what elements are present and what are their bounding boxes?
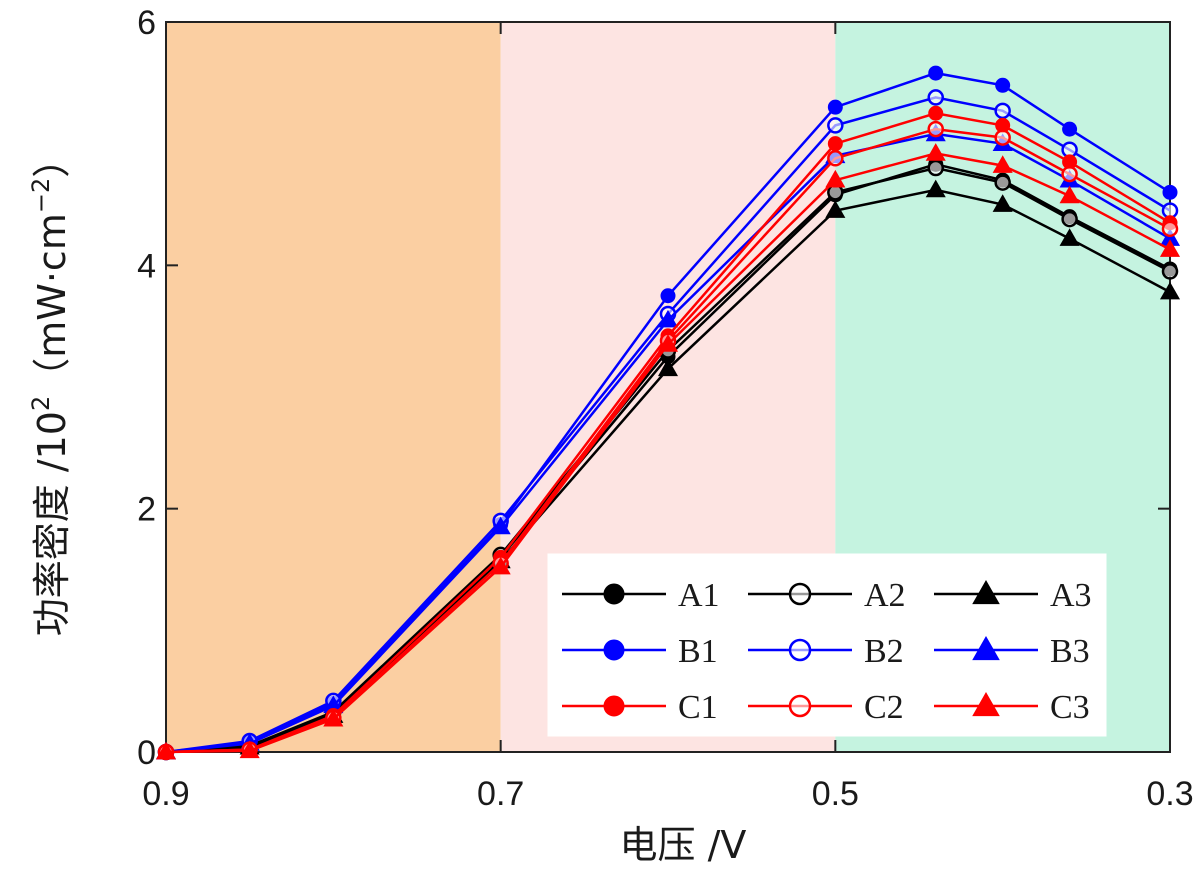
data-point-c2 [1061,165,1078,183]
legend-item-b1: B1 [562,633,718,670]
x-axis-title: 电压 /V [620,823,747,867]
data-point-c3 [155,741,177,760]
series-line-b2 [165,96,1171,754]
legend-item-c1: C1 [562,689,718,726]
legend-label: B1 [678,633,718,670]
data-point-a3 [1159,281,1181,300]
y-axis-title-unit-exp: −2 [27,178,55,213]
legend: A1 A2 A3 B1 B2 B3 C1 C2 C3 [547,553,1107,737]
x-tick-label: 0.9 [142,775,189,813]
data-point-a3 [1059,228,1080,246]
y-axis-title-close: ） [30,140,74,178]
data-point-c2 [927,120,944,138]
data-point-b1 [928,65,944,81]
plot-frame [165,21,1171,753]
legend-marker [972,635,1000,661]
data-point-c3 [1059,185,1080,204]
series-line-b1 [165,71,1171,754]
plot-frame-border [165,21,1171,753]
legend-label: A1 [678,577,720,614]
legend-label: C2 [864,689,904,726]
legend-label: B2 [864,633,904,670]
legend-item-b2: B2 [748,633,904,670]
data-point-a2 [1161,263,1179,280]
data-point-c3 [1159,239,1181,257]
data-point-a2 [994,174,1011,191]
data-point-b1 [995,77,1011,93]
x-tick-label: 0.3 [1146,775,1193,813]
legend-item-c2: C2 [748,689,904,726]
y-tick-label: 0 [137,734,156,772]
y-tick-label: 4 [137,247,156,285]
data-point-a3 [657,358,679,377]
data-point-a2 [1061,210,1078,228]
data-point-c1 [827,136,843,152]
data-point-a3 [825,200,846,218]
legend-marker [603,583,625,605]
legend-label: C3 [1050,689,1090,726]
data-point-c3 [323,708,344,727]
legend-item-c3: C3 [934,689,1090,726]
legend-marker [788,638,812,662]
data-point-b1 [1062,121,1078,137]
y-axis-title-unit: （mW·cm [30,213,74,396]
tick-labels: 0.9 0.7 0.5 0.3 0 2 4 6 [137,4,1194,813]
legend-label: A2 [864,577,906,614]
data-point-a2 [927,159,944,177]
data-point-c2 [827,150,844,167]
x-tick-label: 0.7 [477,775,524,813]
legend-item-a1: A1 [562,577,720,614]
legend-label: C1 [678,689,718,726]
data-point-a3 [992,194,1013,212]
y-axis-title: 功率密度 /102（mW·cm−2） [27,140,74,637]
data-point-a3 [925,179,946,198]
legend-marker [788,694,812,718]
legend-label: B3 [1050,633,1090,670]
y-axis-title-exp: 2 [27,396,55,411]
data-point-c3 [490,556,511,575]
legend-label: A3 [1050,577,1092,614]
data-point-c2 [1161,220,1179,238]
legend-box [547,553,1107,737]
data-point-b1 [827,99,843,115]
series-line-a2 [165,166,1171,754]
legend-marker [603,695,625,717]
data-point-b3 [490,516,511,535]
y-tick-label: 6 [137,4,156,42]
data-point-c3 [239,740,260,759]
data-point-b2 [994,102,1011,120]
y-tick-label: 2 [137,491,156,529]
legend-item-b3: B3 [934,633,1090,670]
legend-item-a3: A3 [934,577,1092,614]
data-point-c1 [928,105,944,121]
data-point-c3 [657,334,679,352]
data-point-b1 [660,288,676,304]
data-point-c2 [994,129,1011,146]
data-point-b3 [657,309,679,328]
legend-item-a2: A2 [748,577,906,614]
series-layer [155,65,1181,761]
series-c3 [155,143,1181,760]
legend-marker [972,579,1000,605]
x-tick-label: 0.5 [812,775,859,813]
legend-marker [972,691,1000,717]
y-axis-title-main: 功率密度 /10 [30,411,74,636]
series-line-c3 [165,152,1171,754]
data-point-b2 [827,117,844,134]
legend-marker [788,582,812,606]
region-1 [166,22,501,752]
data-point-c3 [992,155,1013,173]
legend-marker [603,639,625,661]
data-point-b1 [1162,184,1178,200]
data-point-c3 [825,169,846,188]
data-point-b2 [927,89,944,106]
y-axis-title-group: 功率密度 /102（mW·cm−2） [27,140,74,637]
data-point-c3 [925,143,946,161]
